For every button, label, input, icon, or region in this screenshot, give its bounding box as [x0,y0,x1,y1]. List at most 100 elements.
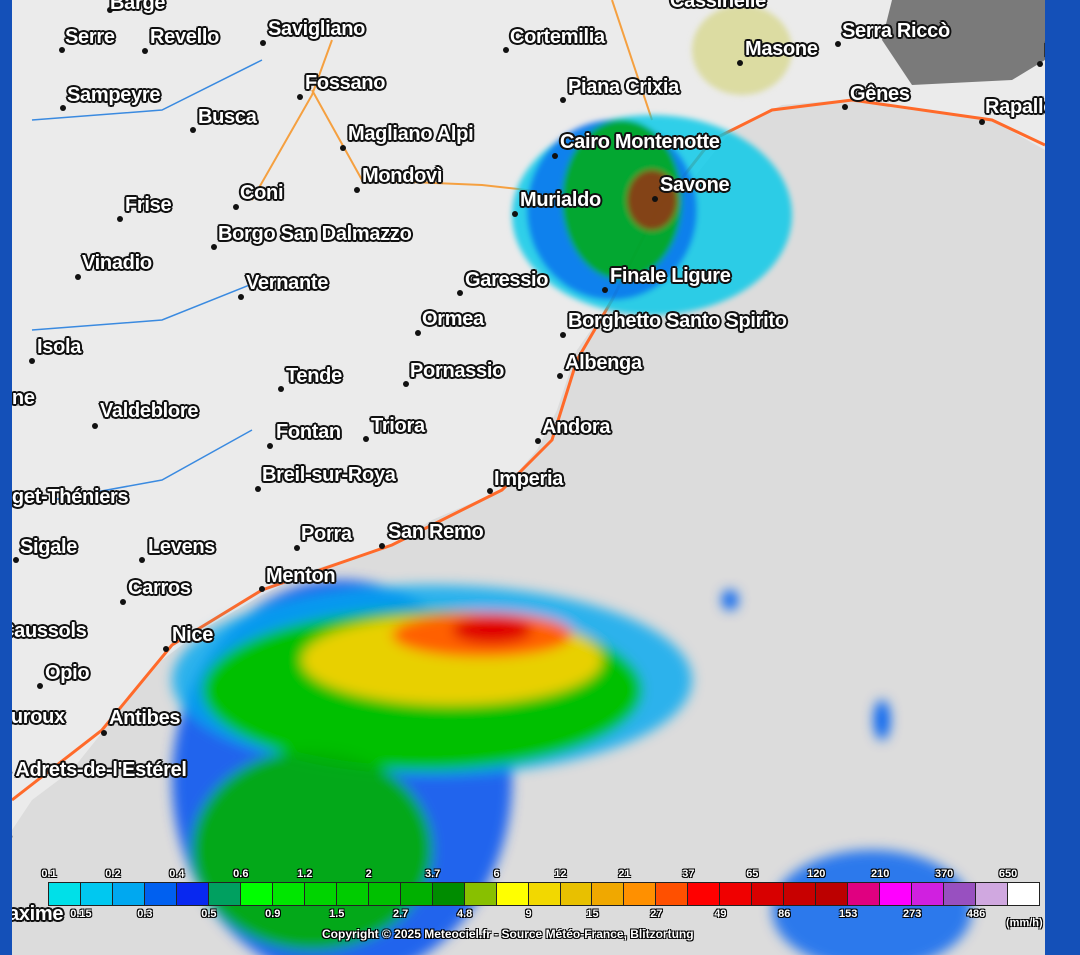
city-dot [737,60,743,66]
city-dot [211,244,217,250]
city-label: Barge [110,0,166,14]
city-label: Cairo Montenotte [560,131,720,153]
legend-swatch: 27 [650,883,689,920]
city-dot [107,7,113,13]
city-label: Fontan [276,421,341,443]
legend-swatch: 210 [871,868,913,905]
city-label: Carros [128,577,191,599]
legend-swatch: 0.3 [137,883,177,920]
legend-label: 27 [650,908,663,920]
city-dot [75,274,81,280]
city-dot [260,40,266,46]
legend-swatch: 3.7 [425,868,465,905]
city-label: Cortemilia [510,26,605,48]
city-dot [29,358,35,364]
legend-label: 0.6 [233,868,249,880]
legend-label: 0.9 [265,908,281,920]
legend-label: 650 [998,868,1018,880]
city-label: Frise [125,194,172,216]
legend-label: 3.7 [424,868,441,880]
city-label: Savigliano [268,18,366,40]
city-dot [403,381,409,387]
city-label: Breil-sur-Roya [262,464,396,486]
city-label: Rapallo [985,96,1045,118]
legend-label: 6 [493,868,500,880]
city-label: s Adrets-de-l'Estérel [12,759,187,781]
city-dot [379,543,385,549]
legend-swatch: 49 [714,883,753,920]
legend-swatch: 0.9 [265,883,305,920]
city-dot [415,330,421,336]
city-dot [233,204,239,210]
legend-swatch: 2 [366,868,401,905]
legend-label: 1.2 [297,868,313,880]
city-dot [512,211,518,217]
city-dot [363,436,369,442]
legend-label: 370 [934,868,954,880]
city-dot [652,196,658,202]
city-dot [37,683,43,689]
legend-label: 0.15 [70,908,92,920]
city-label: Caussols [12,620,87,642]
city-label: Gênes [850,83,910,105]
city-label: Isola [37,336,82,358]
city-dot [557,373,563,379]
legend-label: 153 [839,908,858,920]
legend-label: 120 [807,868,826,880]
legend-swatch: 1.2 [297,868,337,905]
city-label: Nice [172,624,214,646]
radar-north [512,5,792,315]
city-dot [1037,61,1043,67]
city-dot [92,423,98,429]
city-dot [297,94,303,100]
legend-swatch: 0.1 [41,868,81,905]
legend-swatch: 37 [682,868,721,905]
legend-unit: (mm/h) [1006,917,1043,929]
city-label: Serre [65,26,115,48]
city-dot [13,557,19,563]
legend-label: 65 [746,868,759,880]
city-label: Albenga [565,352,642,374]
city-label: Busca [198,106,257,128]
city-label: Borgo San Dalmazzo [218,223,412,245]
radar-map[interactable]: Barge Serre Revello Savigliano Cortemilia Cas… [12,0,1045,955]
legend-label: 0.3 [137,908,153,920]
city-label: Murialdo [520,189,601,211]
city-label: Revello [150,26,220,48]
city-dot [340,145,346,151]
city-label: Menton [266,565,336,587]
city-label: Ormea [422,308,484,330]
city-dot [117,216,123,222]
city-dot [560,332,566,338]
legend-label: 49 [714,908,727,920]
city-label: Coni [240,182,284,204]
legend-swatch: 273 [903,883,945,920]
city-label: Serra Riccò [842,20,950,42]
city-dot [142,48,148,54]
city-label: Savone [660,174,730,196]
city-label: Fossano [305,72,386,94]
city-dot [163,646,169,652]
city-dot [979,119,985,125]
city-dot [835,41,841,47]
legend-swatch: 4.8 [457,883,497,920]
legend-label: 2.7 [393,908,409,920]
legend-label: 0.5 [201,908,217,920]
city-label: uget-Théniers [12,486,129,508]
city-label: Tende [286,365,342,387]
legend-swatch: 15 [586,883,625,920]
city-dot [101,730,107,736]
city-label: San Remo [388,521,484,543]
river [31,59,263,501]
legend-swatch: 0.6 [233,868,273,905]
legend-label: 210 [871,868,890,880]
city-label: Magliano Alpi [348,123,474,145]
city-label: Piana Crixia [568,76,679,98]
legend-label: 12 [554,868,567,880]
city-dot [552,153,558,159]
map-layer [12,0,1045,955]
dark-zone [882,0,1045,85]
legend-swatch: 65 [746,868,785,905]
city-dot [294,545,300,551]
legend-label: 37 [682,868,695,880]
